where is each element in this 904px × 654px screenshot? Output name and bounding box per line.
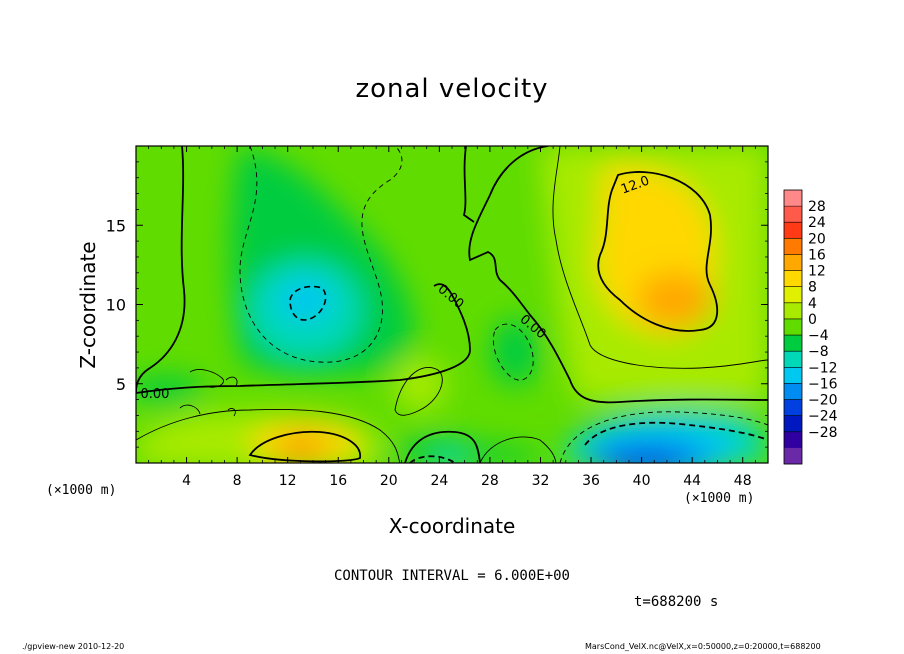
x-unit-label-left: (×1000 m) — [46, 483, 117, 498]
colorbar-swatch — [784, 302, 802, 320]
colorbar-swatch — [784, 238, 802, 255]
colorbar-swatch — [784, 447, 802, 465]
colorbar-label: −20 — [808, 393, 838, 409]
colorbar-label: −12 — [808, 360, 838, 376]
colorbar-label: 0 — [808, 312, 817, 328]
x-tick-label: 20 — [380, 473, 398, 489]
colorbar-swatch — [784, 254, 802, 271]
colorbar-label: 20 — [808, 231, 826, 247]
y-tick-label: 15 — [106, 216, 126, 235]
colorbar-swatch — [784, 351, 802, 368]
time-label: t=688200 s — [634, 594, 719, 610]
colorbar-label: −4 — [808, 328, 829, 344]
colorbar-label: −8 — [808, 344, 829, 360]
colorbar-swatch — [784, 383, 802, 400]
x-tick-label: 8 — [233, 473, 242, 489]
contour-lines — [136, 146, 768, 463]
x-axis-label: X-coordinate — [388, 514, 516, 538]
y-tick-label: 10 — [106, 296, 126, 315]
colorbar-swatch — [784, 190, 802, 207]
colorbar-label: −16 — [808, 376, 838, 392]
colorbar-label: −28 — [808, 425, 838, 441]
colorbar-label: 24 — [808, 215, 826, 231]
footer-left: ./gpview-new 2010-12-20 — [22, 642, 125, 651]
colorbar-swatch — [784, 222, 802, 239]
colorbar-swatch — [784, 335, 802, 352]
x-tick-label: 36 — [582, 473, 600, 489]
contour-interval-label: CONTOUR INTERVAL = 6.000E+00 — [333, 568, 570, 584]
colorbar-swatch — [784, 399, 802, 416]
colorbar-label: 8 — [808, 280, 817, 296]
x-tick-label: 32 — [532, 473, 550, 489]
colorbar-swatch — [784, 367, 802, 384]
colorbar-frame — [783, 189, 803, 465]
y-axis: 5 10 15 — [106, 161, 768, 448]
x-axis: 4 8 12 16 20 24 28 32 36 40 44 48 — [148, 146, 756, 489]
colorbar-label: −24 — [808, 409, 838, 425]
colorbar-swatch — [784, 415, 802, 433]
x-tick-label: 16 — [329, 473, 347, 489]
y-tick-label: 5 — [116, 375, 126, 394]
x-tick-label: 4 — [182, 473, 191, 489]
x-tick-label: 12 — [279, 473, 297, 489]
x-unit-label-right: (×1000 m) — [684, 491, 755, 506]
colorbar-swatch — [784, 206, 802, 223]
contour-label: 0.00 — [140, 387, 169, 402]
x-tick-label: 40 — [633, 473, 651, 489]
colorbar-swatch — [784, 318, 802, 336]
colorbar-swatch — [784, 431, 802, 449]
colorbar-label: 16 — [808, 247, 826, 263]
y-axis-label: Z-coordinate — [76, 241, 100, 369]
colorbar-label: 4 — [808, 296, 817, 312]
chart-title: zonal velocity — [355, 74, 549, 104]
x-tick-label: 48 — [734, 473, 752, 489]
colorbar-swatch — [784, 270, 802, 288]
colorbar-label: 28 — [808, 199, 826, 215]
x-tick-label: 44 — [683, 473, 701, 489]
colorbar-swatch — [784, 286, 802, 304]
footer-right: MarsCond_VelX.nc@VelX,x=0:50000,z=0:2000… — [585, 642, 821, 651]
x-tick-label: 28 — [481, 473, 499, 489]
colorbar-label: 12 — [808, 264, 826, 280]
x-tick-label: 24 — [430, 473, 448, 489]
